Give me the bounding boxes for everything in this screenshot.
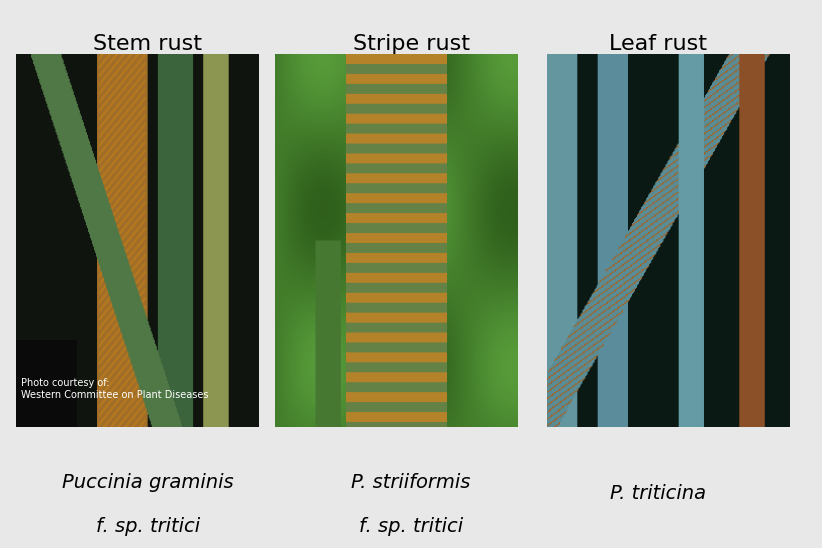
Text: f. sp. tritici: f. sp. tritici — [359, 517, 463, 535]
Text: Leaf rust: Leaf rust — [608, 34, 707, 54]
Text: f. sp. tritici: f. sp. tritici — [96, 517, 200, 535]
Text: Stripe rust: Stripe rust — [353, 34, 469, 54]
Text: P. triticina: P. triticina — [610, 484, 705, 503]
Text: Photo courtesy of:
Western Committee on Plant Diseases: Photo courtesy of: Western Committee on … — [21, 379, 208, 400]
Text: Stem rust: Stem rust — [94, 34, 202, 54]
Text: P. striiformis: P. striiformis — [351, 473, 471, 492]
Text: Puccinia graminis: Puccinia graminis — [62, 473, 233, 492]
